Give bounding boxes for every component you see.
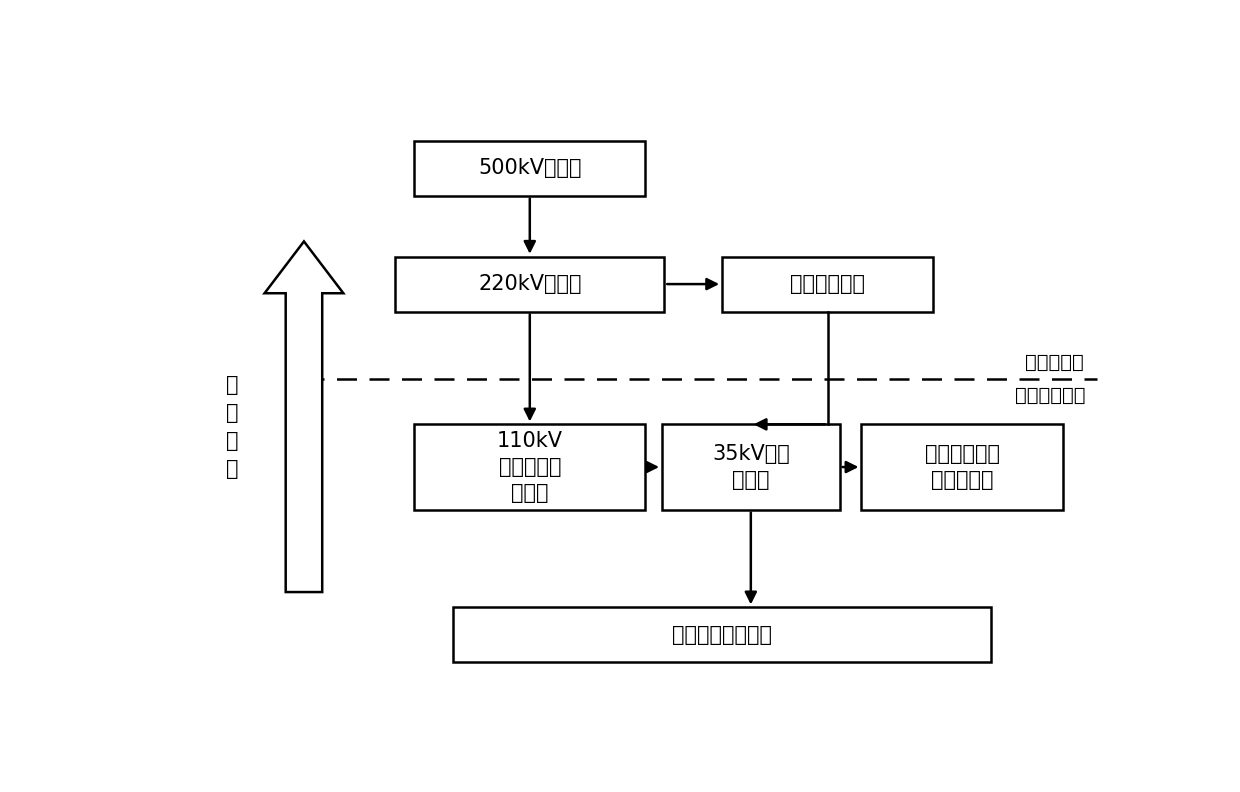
Text: 110kV
地铁供电主
变电所: 110kV 地铁供电主 变电所 xyxy=(497,431,563,504)
FancyBboxPatch shape xyxy=(414,425,645,510)
Text: 500kV变电站: 500kV变电站 xyxy=(479,158,582,178)
FancyBboxPatch shape xyxy=(662,425,839,510)
FancyBboxPatch shape xyxy=(396,257,665,311)
Text: 35kV牵引
变电所: 35kV牵引 变电所 xyxy=(712,444,790,490)
Text: 杂
散
电
流: 杂 散 电 流 xyxy=(226,375,238,479)
FancyBboxPatch shape xyxy=(722,257,934,311)
Text: 地铁供电系统: 地铁供电系统 xyxy=(1016,386,1085,405)
FancyBboxPatch shape xyxy=(862,425,1063,510)
FancyBboxPatch shape xyxy=(414,141,645,196)
Text: 电力主网络: 电力主网络 xyxy=(1024,352,1084,371)
FancyBboxPatch shape xyxy=(453,607,991,662)
Text: 地铁照明及辅
助供电系统: 地铁照明及辅 助供电系统 xyxy=(925,444,999,490)
Text: 城市供电系统: 城市供电系统 xyxy=(790,274,866,294)
Text: 220kV变电站: 220kV变电站 xyxy=(479,274,582,294)
Text: 地铁牵引供电系统: 地铁牵引供电系统 xyxy=(672,625,773,645)
Polygon shape xyxy=(264,242,343,592)
